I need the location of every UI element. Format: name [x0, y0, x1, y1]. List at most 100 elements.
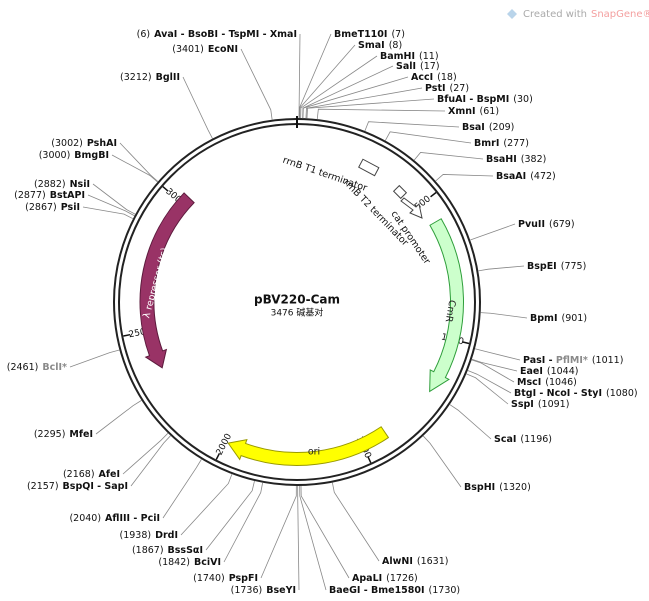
site-name: BglII [156, 72, 180, 83]
site-line [205, 480, 255, 551]
site-name: AflIII - PciI [105, 513, 160, 524]
site-position: (18) [437, 72, 457, 83]
site-line [300, 485, 350, 579]
site-label: BtgI - NcoI - StyI (1080) [514, 388, 638, 399]
site-name: BspEI [527, 261, 557, 272]
site-label: ApaLI (1726) [352, 573, 418, 584]
site-position: (1046) [545, 377, 577, 388]
site-label: XmnI (61) [448, 106, 499, 117]
site-name: BciVI [194, 557, 221, 568]
site-name-dim: PflMI* [556, 355, 588, 366]
site-position: (30) [513, 94, 533, 105]
site-line [305, 87, 423, 119]
site-name: BamHI [380, 51, 415, 62]
site-name: MscI [517, 377, 541, 388]
site-line [470, 223, 516, 241]
site-line [471, 359, 515, 383]
site-position: (6) [137, 29, 150, 40]
site-label: EaeI (1044) [520, 366, 578, 377]
site-line [466, 373, 509, 405]
site-label: BamHI (11) [380, 51, 439, 62]
site-label: (1740) PspFI [193, 573, 258, 584]
site-position: (2867) [25, 202, 57, 213]
site-name: BsaI [462, 122, 485, 133]
site-name: BfuAI - BspMI [437, 94, 509, 105]
site-label: (1842) BciVI [158, 557, 221, 568]
site-label: BmrI (277) [474, 138, 529, 149]
site-name: BpmI [530, 313, 557, 324]
site-label: (2882) NsiI [34, 179, 90, 190]
site-position: (27) [450, 83, 470, 94]
site-name: XmnI [448, 106, 476, 117]
site-line [422, 435, 462, 488]
site-name: PstI [425, 83, 446, 94]
site-line [364, 121, 460, 132]
ruler-tick [123, 333, 131, 337]
promoter-arrow [400, 197, 423, 219]
site-label: SalI (17) [396, 61, 440, 72]
site-position: (2168) [63, 469, 95, 480]
site-line [474, 348, 521, 361]
site-position: (1011) [592, 355, 624, 366]
site-line [223, 482, 264, 563]
site-line [306, 98, 435, 119]
site-name: DrdI [155, 530, 178, 541]
site-label: AccI (18) [411, 72, 457, 83]
site-name: AvaI - BsoBI - TspMI - XmaI [154, 29, 297, 40]
site-line [480, 312, 528, 319]
site-position: (1196) [520, 434, 552, 445]
site-position: (472) [530, 171, 556, 182]
site-line [182, 76, 213, 139]
site-line [69, 349, 120, 368]
site-line [92, 183, 136, 215]
site-position: (1726) [386, 573, 418, 584]
site-name: BssSαI [168, 545, 203, 556]
site-name: BmeT110I [334, 29, 387, 40]
site-position: (2461) [7, 362, 39, 373]
site-line [240, 48, 273, 120]
site-position: (1044) [547, 366, 579, 377]
site-position: (1091) [538, 399, 570, 410]
site-label: (2157) BspQI - SapI [27, 481, 128, 492]
site-label: BpmI (901) [530, 313, 587, 324]
site-label: (6) AvaI - BsoBI - TspMI - XmaI [137, 29, 297, 40]
site-label: (1867) BssSαI [132, 545, 203, 556]
site-name: BmrI [474, 138, 499, 149]
feature-label: CmR [443, 299, 458, 323]
site-label: PstI (27) [425, 83, 469, 94]
site-label: (2168) AfeI [63, 469, 120, 480]
site-line [300, 55, 378, 119]
ruler-tick [162, 186, 169, 192]
feature-arrow [139, 192, 195, 369]
site-label: (2877) BstAPI [14, 190, 85, 201]
site-line [435, 174, 494, 182]
site-label: BsaHI (382) [486, 154, 546, 165]
site-position: (2877) [14, 190, 46, 201]
site-name: SmaI [358, 40, 385, 51]
site-label: MscI (1046) [517, 377, 577, 388]
site-position: (1631) [417, 556, 449, 567]
site-line [82, 206, 134, 220]
site-label: AlwNI (1631) [382, 556, 448, 567]
site-name-dim: BclI* [42, 362, 67, 373]
site-position: (3002) [51, 138, 83, 149]
site-name: ScaI [494, 434, 516, 445]
site-position: (901) [561, 313, 587, 324]
site-label: (3000) BmgBI [39, 150, 109, 161]
watermark-brand: SnapGene® [591, 9, 649, 20]
site-position: (1320) [499, 482, 531, 493]
site-name: MfeI [69, 429, 93, 440]
watermark-prefix: Created with [523, 9, 587, 20]
site-position: (1740) [193, 573, 225, 584]
ruler-tick [367, 456, 372, 464]
site-position: (17) [420, 61, 440, 72]
site-line [87, 194, 135, 217]
site-label: BmeT110I (7) [334, 29, 405, 40]
site-name: PshAI [87, 138, 117, 149]
site-line [297, 485, 300, 591]
site-name: BsaAI [496, 171, 526, 182]
site-line [316, 108, 446, 120]
feature-arrow [429, 218, 464, 393]
site-label: (2461) BclI* [7, 362, 67, 373]
site-label: (3401) EcoNI [172, 44, 238, 55]
